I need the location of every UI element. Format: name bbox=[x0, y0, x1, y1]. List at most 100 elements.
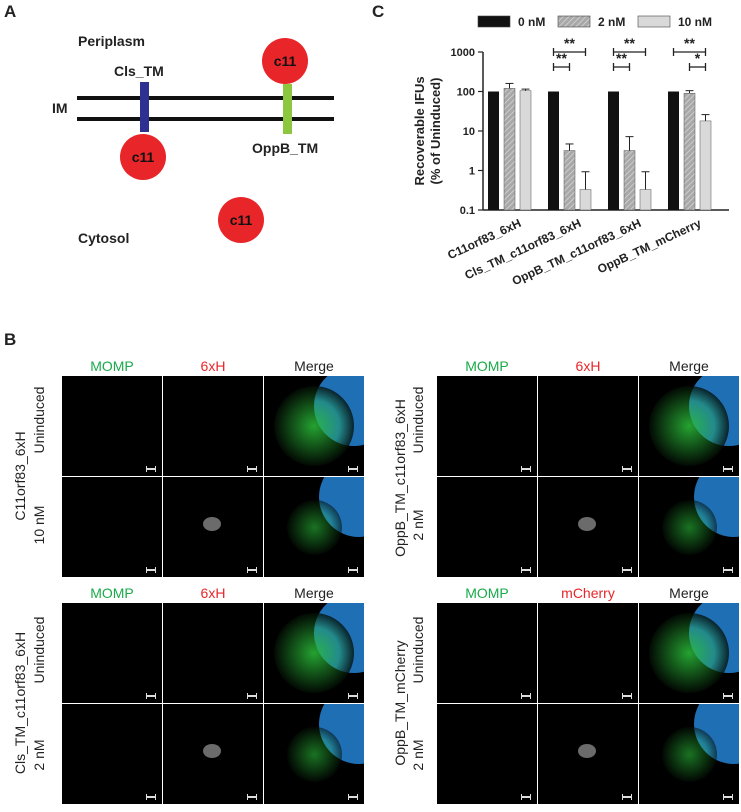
bar bbox=[548, 91, 559, 210]
bar bbox=[519, 90, 532, 211]
c11-domain-cls: c11 bbox=[120, 134, 166, 180]
periplasm-label: Periplasm bbox=[78, 33, 145, 49]
membrane-outer-line bbox=[77, 96, 334, 100]
scale-bar bbox=[723, 794, 733, 800]
bar bbox=[579, 189, 592, 211]
header-momp: MOMP bbox=[90, 358, 134, 374]
row-label-oppb: OppB_TM_c11orf83_6xH bbox=[392, 399, 408, 557]
legend-label: 10 nM bbox=[678, 15, 712, 29]
y-tick-label: 1 bbox=[469, 166, 475, 178]
header-momp: MOMP bbox=[465, 585, 509, 601]
y-tick-label: 1000 bbox=[451, 47, 475, 59]
bar bbox=[488, 91, 499, 210]
micrograph-momp bbox=[62, 477, 162, 577]
micrograph-signal bbox=[163, 603, 263, 703]
scale-bar bbox=[146, 693, 156, 699]
row-label-uninduced: Uninduced bbox=[31, 616, 47, 684]
row-label-uninduced: Uninduced bbox=[31, 386, 47, 454]
ifu-bar-chart: 0.1 1 10 100 1000 Recoverable IFUs(% of Unind… bbox=[412, 15, 729, 288]
cls-tm-segment bbox=[140, 82, 149, 132]
row-label-cls: Cls_TM_c11orf83_6xH bbox=[12, 631, 28, 775]
scale-bar bbox=[622, 693, 632, 699]
micrograph-merge bbox=[639, 477, 739, 577]
scale-bar bbox=[348, 693, 358, 699]
bar bbox=[668, 91, 679, 210]
row-label-uninduced: Uninduced bbox=[410, 616, 426, 684]
significance-label: ** bbox=[564, 35, 575, 51]
header-mcherry: mCherry bbox=[561, 585, 615, 601]
row-label-2nm: 2 nM bbox=[410, 739, 426, 771]
scale-bar bbox=[146, 466, 156, 472]
c11-domain-free: c11 bbox=[218, 197, 264, 243]
scale-bar bbox=[247, 794, 257, 800]
micrograph-signal bbox=[538, 704, 638, 804]
bar bbox=[563, 150, 576, 211]
micrograph-signal bbox=[538, 603, 638, 703]
significance-label: ** bbox=[684, 35, 695, 51]
scale-bar bbox=[247, 567, 257, 573]
legend-label: 2 nM bbox=[598, 15, 625, 29]
significance-label: * bbox=[695, 50, 701, 66]
bar bbox=[639, 189, 652, 211]
header-6xh: 6xH bbox=[575, 358, 601, 374]
micrograph-merge bbox=[264, 376, 364, 476]
im-label: IM bbox=[52, 100, 68, 116]
header-momp: MOMP bbox=[465, 358, 509, 374]
x-tick-label: OppB_TM_mCherry bbox=[595, 216, 703, 276]
significance-label: ** bbox=[556, 50, 567, 66]
header-6xh: 6xH bbox=[200, 358, 226, 374]
micrograph-merge bbox=[639, 603, 739, 703]
scale-bar bbox=[247, 693, 257, 699]
micrograph-signal bbox=[163, 477, 263, 577]
header-merge: Merge bbox=[294, 358, 334, 374]
header-merge: Merge bbox=[294, 585, 334, 601]
micrograph-merge bbox=[264, 704, 364, 804]
scale-bar bbox=[622, 466, 632, 472]
scale-bar bbox=[521, 567, 531, 573]
scale-bar bbox=[348, 567, 358, 573]
panel-label-a: A bbox=[4, 2, 17, 21]
c11-domain-oppb: c11 bbox=[262, 38, 308, 84]
significance-label: ** bbox=[616, 50, 627, 66]
legend-label: 0 nM bbox=[518, 15, 545, 29]
panel-label-b: B bbox=[4, 330, 17, 349]
micrograph-merge bbox=[264, 477, 364, 577]
bar bbox=[699, 120, 712, 211]
y-tick-label: 0.1 bbox=[460, 205, 475, 217]
membrane-inner-line bbox=[77, 117, 334, 121]
scale-bar bbox=[348, 794, 358, 800]
panel-label-c: C bbox=[372, 2, 385, 21]
cytosol-label: Cytosol bbox=[78, 230, 130, 246]
scale-bar bbox=[622, 794, 632, 800]
scale-bar bbox=[348, 466, 358, 472]
scale-bar bbox=[521, 693, 531, 699]
row-label-c11orf83: C11orf83_6xH bbox=[12, 431, 28, 521]
legend-swatch bbox=[477, 15, 511, 28]
row-label-2nm: 2 nM bbox=[31, 739, 47, 771]
micrograph-signal bbox=[538, 477, 638, 577]
micrograph-momp bbox=[62, 704, 162, 804]
bar bbox=[683, 93, 696, 211]
legend-swatch bbox=[637, 15, 671, 28]
micrograph-momp bbox=[62, 603, 162, 703]
row-label-2nm: 2 nM bbox=[410, 509, 426, 541]
y-axis-label: Recoverable IFUs(% of Uninduced) bbox=[412, 76, 443, 185]
scale-bar bbox=[521, 466, 531, 472]
micrograph-momp bbox=[437, 704, 537, 804]
micrograph-momp bbox=[437, 603, 537, 703]
y-tick-label: 10 bbox=[463, 126, 475, 138]
header-momp: MOMP bbox=[90, 585, 134, 601]
bar bbox=[503, 88, 516, 211]
micrograph-momp bbox=[62, 376, 162, 476]
micrograph-signal bbox=[538, 376, 638, 476]
y-axis-label-line: (% of Uninduced) bbox=[428, 78, 443, 185]
bar bbox=[608, 91, 619, 210]
bar bbox=[623, 150, 636, 211]
oppb-tm-segment bbox=[283, 84, 292, 134]
micrograph-signal bbox=[163, 704, 263, 804]
row-label-10nm: 10 nM bbox=[31, 505, 47, 545]
scale-bar bbox=[723, 466, 733, 472]
significance-label: ** bbox=[624, 35, 635, 51]
scale-bar bbox=[622, 567, 632, 573]
scale-bar bbox=[146, 794, 156, 800]
